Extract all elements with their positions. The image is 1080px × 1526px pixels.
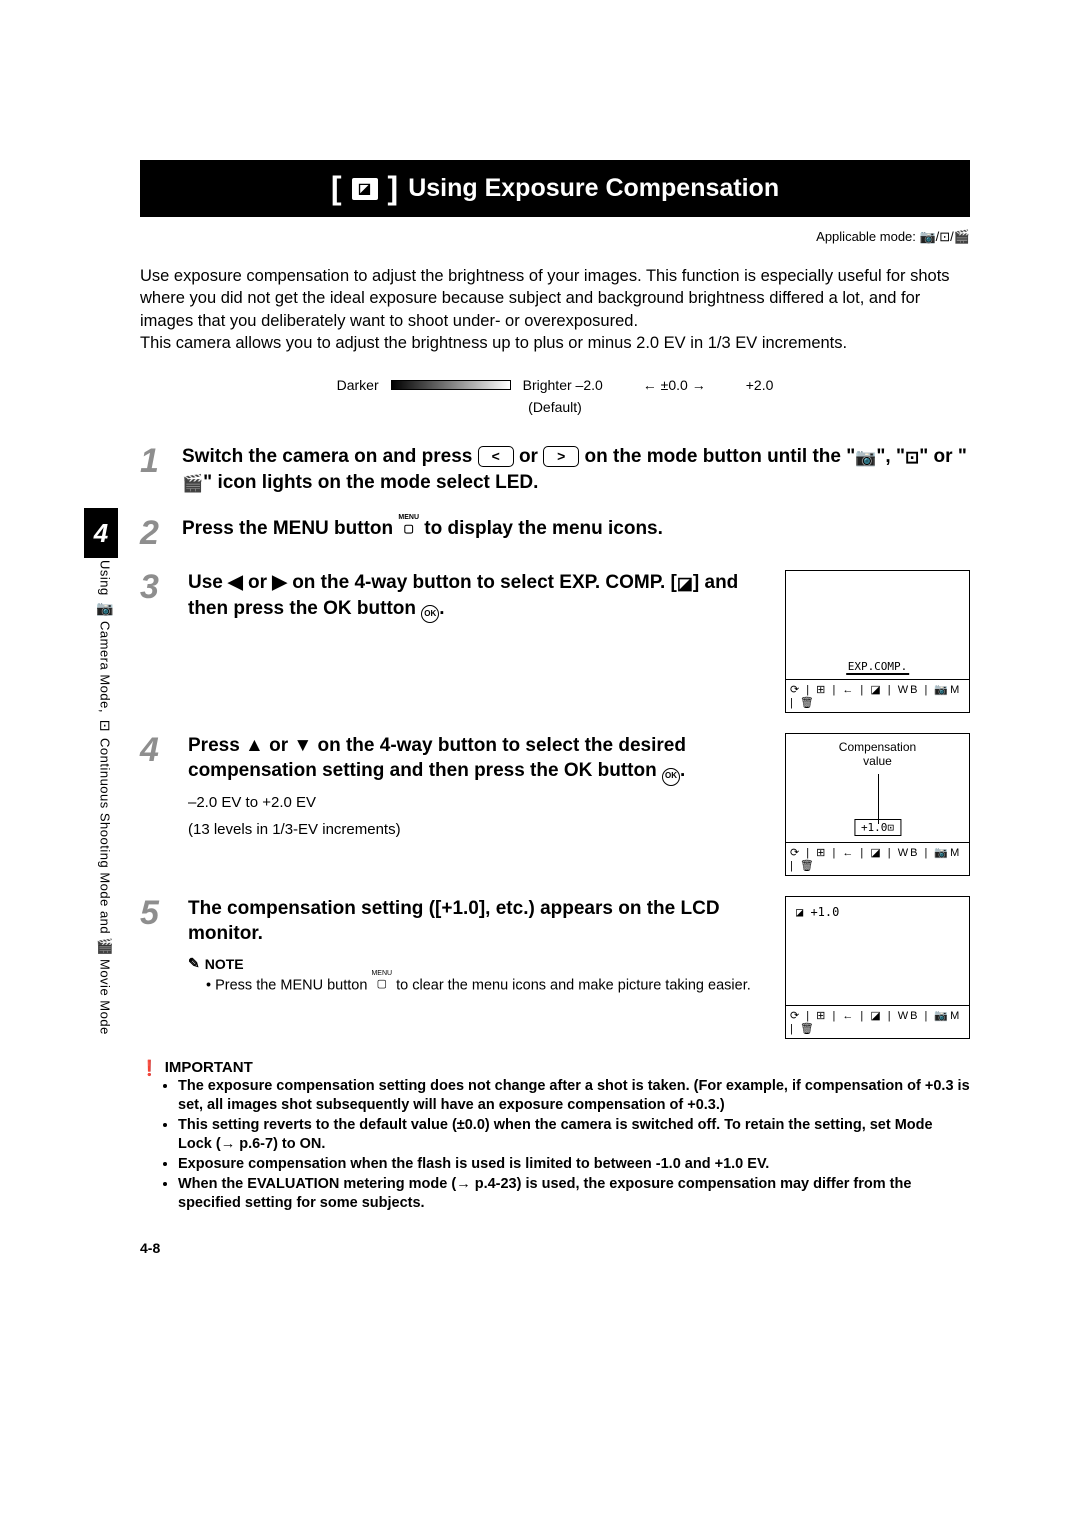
step-4-num: 4 bbox=[140, 733, 168, 767]
important-item: This setting reverts to the default valu… bbox=[178, 1116, 970, 1155]
step-5-heading: The compensation setting ([+1.0], etc.) … bbox=[188, 896, 765, 947]
exposure-scale-diagram: Darker Brighter –2.0 ← ±0.0 → +2.0 (Defa… bbox=[140, 374, 970, 419]
lcd-footer-icons: ⟳ | ⊞ | ← | ◪ | WB | 📷M | 🗑 bbox=[786, 1005, 969, 1038]
step-5-num: 5 bbox=[140, 896, 168, 930]
step-3-num: 3 bbox=[140, 570, 168, 604]
ok-button-icon: OK bbox=[421, 605, 439, 623]
right-key-icon: > bbox=[543, 446, 579, 467]
important-icon: ❗ bbox=[140, 1059, 159, 1077]
step-1-num: 1 bbox=[140, 444, 168, 478]
lcd-footer-icons: ⟳ | ⊞ | ← | ◪ | WB | 📷M | 🗑 bbox=[786, 842, 969, 875]
intro-text: Use exposure compensation to adjust the … bbox=[140, 265, 970, 354]
lcd-screen-3: EXP.COMP. ⟳ | ⊞ | ← | ◪ | WB | 📷M | 🗑 bbox=[785, 570, 970, 713]
note-section: ✎ NOTE • Press the MENU button MENU▢ to … bbox=[188, 955, 765, 996]
intro-p2: This camera allows you to adjust the bri… bbox=[140, 332, 970, 354]
movie-icon: 🎬 bbox=[182, 473, 203, 496]
important-label: IMPORTANT bbox=[165, 1059, 253, 1076]
menu-button-icon: MENU▢ bbox=[398, 516, 419, 533]
gradient-bar bbox=[391, 380, 511, 390]
important-item: Exposure compensation when the flash is … bbox=[178, 1155, 970, 1175]
applicable-mode: Applicable mode: 📷/⊡/🎬 bbox=[140, 229, 970, 245]
important-section: ❗ IMPORTANT The exposure compensation se… bbox=[140, 1059, 970, 1214]
step-3-heading: Use ◀ or ▶ on the 4-way button to select… bbox=[188, 570, 765, 623]
page-number: 4-8 bbox=[140, 1240, 970, 1256]
lcd-comp-label: Compensation value bbox=[839, 740, 916, 769]
bracket-right: ] bbox=[388, 170, 399, 207]
camera-icon: 📷 bbox=[855, 447, 876, 470]
step-4-levels: (13 levels in 1/3-EV increments) bbox=[188, 819, 765, 840]
note-body: • Press the MENU button MENU▢ to clear t… bbox=[188, 972, 765, 996]
lcd-value: +1.0⊡ bbox=[854, 819, 901, 836]
bracket-left: [ bbox=[331, 170, 342, 207]
scale-center: ← ±0.0 → bbox=[643, 374, 706, 396]
intro-p1: Use exposure compensation to adjust the … bbox=[140, 265, 970, 332]
important-header: ❗ IMPORTANT bbox=[140, 1059, 970, 1077]
scale-brighter-label: Brighter bbox=[523, 374, 572, 396]
exposure-comp-icon: ◪ bbox=[352, 178, 378, 200]
lcd-pointer-line bbox=[878, 774, 879, 824]
step-2: 2 Press the MENU button MENU▢ to display… bbox=[140, 516, 970, 550]
step-1: 1 Switch the camera on and press < or > … bbox=[140, 444, 970, 496]
step-4: 4 Press ▲ or ▼ on the 4-way button to se… bbox=[140, 733, 970, 876]
step-2-num: 2 bbox=[140, 516, 168, 550]
scale-max: +2.0 bbox=[746, 374, 774, 396]
lcd-corner-value: ◪ +1.0 bbox=[796, 905, 839, 919]
lcd-screen-4: Compensation value +1.0⊡ ⟳ | ⊞ | ← | ◪ |… bbox=[785, 733, 970, 876]
important-item: The exposure compensation setting does n… bbox=[178, 1077, 970, 1116]
left-key-icon: < bbox=[478, 446, 514, 467]
note-icon: ✎ bbox=[188, 955, 200, 972]
step-2-heading: Press the MENU button MENU▢ to display t… bbox=[182, 516, 970, 542]
continuous-icon: ⊡ bbox=[905, 447, 919, 470]
important-item: When the EVALUATION metering mode (→ p.4… bbox=[178, 1175, 970, 1214]
step-1-heading: Switch the camera on and press < or > on… bbox=[182, 444, 970, 496]
lcd-footer-icons: ⟳ | ⊞ | ← | ◪ | WB | 📷M | 🗑 bbox=[786, 679, 969, 712]
ok-button-icon: OK bbox=[662, 768, 680, 786]
scale-min: –2.0 bbox=[576, 374, 603, 396]
menu-button-icon: MENU▢ bbox=[371, 972, 392, 989]
section-title-bar: [ ◪ ] Using Exposure Compensation bbox=[140, 160, 970, 217]
step-4-heading: Press ▲ or ▼ on the 4-way button to sele… bbox=[188, 733, 765, 786]
lcd-exp-label: EXP.COMP. bbox=[846, 660, 910, 675]
exposure-icon: ◪ bbox=[677, 573, 693, 596]
step-3: 3 Use ◀ or ▶ on the 4-way button to sele… bbox=[140, 570, 970, 713]
scale-default: (Default) bbox=[140, 396, 970, 418]
section-title: Using Exposure Compensation bbox=[408, 174, 779, 203]
note-header: ✎ NOTE bbox=[188, 955, 765, 972]
scale-darker-label: Darker bbox=[337, 374, 379, 396]
lcd-screen-5: ◪ +1.0 ⟳ | ⊞ | ← | ◪ | WB | 📷M | 🗑 bbox=[785, 896, 970, 1039]
step-5: 5 The compensation setting ([+1.0], etc.… bbox=[140, 896, 970, 1039]
step-4-range: –2.0 EV to +2.0 EV bbox=[188, 792, 765, 813]
note-label: NOTE bbox=[205, 956, 244, 972]
important-list: The exposure compensation setting does n… bbox=[140, 1077, 970, 1214]
